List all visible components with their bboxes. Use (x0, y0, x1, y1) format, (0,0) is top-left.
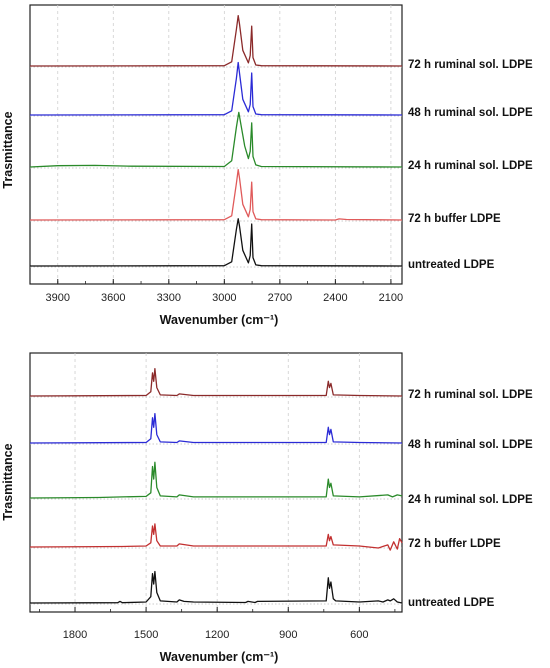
spectrum-line-48-h-ruminal-sol-ldpe (29, 412, 403, 444)
trace-label: 24 h ruminal sol. LDPE (408, 494, 533, 506)
spectrum-line-72-h-ruminal-sol-ldpe (29, 368, 403, 397)
trace-label: 72 h ruminal sol. LDPE (408, 389, 533, 401)
x-tick-label-3000: 3000 (212, 292, 236, 304)
x-tick-label-2400: 2400 (323, 292, 347, 304)
x-tick-label-2700: 2700 (268, 292, 292, 304)
plot-frame (29, 352, 403, 613)
x-tick-label-3900: 3900 (46, 292, 70, 304)
trace-label: untreated LDPE (408, 259, 495, 271)
x-tick-label-1500: 1500 (134, 629, 158, 641)
y-axis-title: Trasmittance (1, 443, 15, 520)
trace-label: 48 h ruminal sol. LDPE (408, 107, 533, 119)
x-tick-label-600: 600 (350, 629, 368, 641)
x-tick-label-1800: 1800 (63, 629, 87, 641)
trace-label: 72 h buffer LDPE (408, 538, 501, 550)
x-tick-label-900: 900 (279, 629, 297, 641)
spectrum-line-72-h-buffer-ldpe (29, 523, 403, 551)
x-axis-title: Wavenumber (cm⁻¹) (160, 313, 279, 327)
x-tick-label-3300: 3300 (157, 292, 181, 304)
spectrum-line-24-h-ruminal-sol-ldpe (29, 111, 403, 168)
trace-label: 72 h ruminal sol. LDPE (408, 59, 533, 71)
spectra-panel-top: 3900 3600 3300 3000 2700 2400 2100 72 h ruminal… (1, 4, 533, 327)
spectrum-line-untreated-ldpe (29, 218, 403, 267)
trace-label: 24 h ruminal sol. LDPE (408, 160, 533, 172)
trace-label: 72 h buffer LDPE (408, 213, 501, 225)
trace-label: untreated LDPE (408, 597, 495, 609)
plot-frame (29, 4, 403, 285)
x-tick-label-2100: 2100 (379, 292, 403, 304)
spectrum-line-untreated-ldpe (29, 570, 403, 604)
spectrum-line-72-h-buffer-ldpe (29, 168, 403, 221)
trace-label: 48 h ruminal sol. LDPE (408, 439, 533, 451)
y-axis-title: Trasmittance (1, 111, 15, 188)
spectrum-line-72-h-ruminal-sol-ldpe (29, 14, 403, 67)
spectra-panel-bottom: 1800 1500 1200 900 600 72 h ruminal sol. LDPE… (1, 352, 533, 664)
x-axis-title: Wavenumber (cm⁻¹) (160, 650, 279, 664)
spectrum-line-48-h-ruminal-sol-ldpe (29, 61, 403, 116)
x-tick-label-3600: 3600 (101, 292, 125, 304)
spectrum-line-24-h-ruminal-sol-ldpe (29, 461, 403, 499)
x-tick-label-1200: 1200 (205, 629, 229, 641)
